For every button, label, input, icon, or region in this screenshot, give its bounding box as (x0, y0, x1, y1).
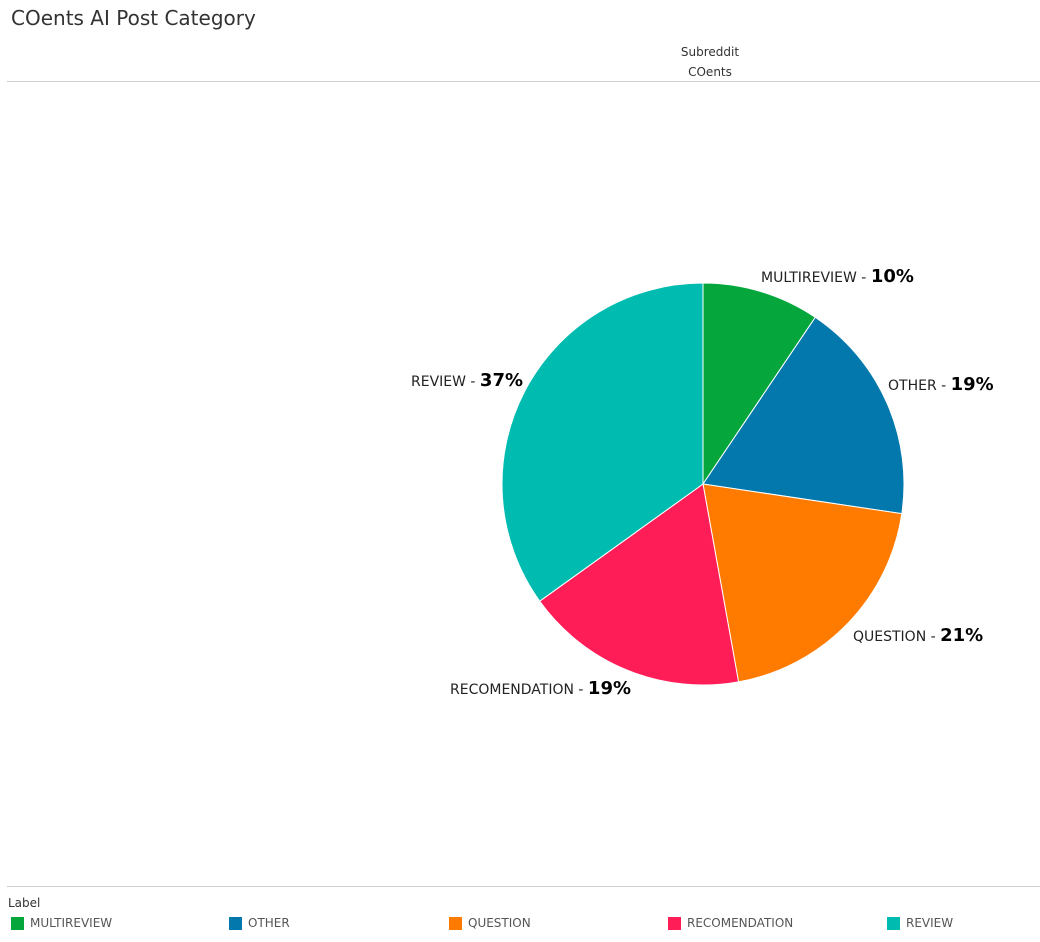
legend-item-recomendation[interactable]: RECOMENDATION (668, 916, 793, 930)
pie-slice-recomendation[interactable] (538, 483, 740, 686)
header-divider (7, 81, 1040, 82)
legend-item-question[interactable]: QUESTION (449, 916, 531, 930)
separator: - (856, 270, 871, 286)
data-label-value: 19% (950, 374, 994, 395)
separator: - (926, 629, 941, 645)
data-label-value: 19% (587, 678, 632, 699)
data-label-name: MULTIREVIEW (761, 270, 857, 286)
pie-slice-other[interactable] (702, 316, 905, 515)
data-label-question: QUESTION - 21% (853, 625, 983, 646)
data-label-name: REVIEW (411, 374, 466, 390)
data-label-value: 10% (870, 266, 914, 287)
separator: - (465, 374, 480, 390)
data-label-name: RECOMENDATION (450, 682, 574, 698)
data-label-name: OTHER (888, 378, 937, 394)
column-header-value: COents (688, 65, 732, 79)
legend-item-other[interactable]: OTHER (229, 916, 290, 930)
pie-chart (501, 282, 905, 686)
legend-swatch (229, 916, 242, 930)
legend-item-multireview[interactable]: MULTIREVIEW (11, 916, 112, 930)
pie-slice-review[interactable] (501, 282, 704, 602)
data-label-review: REVIEW - 37% (411, 370, 523, 391)
legend-swatch (449, 916, 462, 930)
legend-label: RECOMENDATION (687, 916, 794, 930)
separator: - (573, 682, 588, 698)
column-header-field: Subreddit (680, 45, 740, 59)
data-label-other: OTHER - 19% (888, 374, 994, 395)
data-label-multireview: MULTIREVIEW - 10% (761, 266, 914, 287)
data-label-value: 21% (940, 625, 984, 646)
legend-swatch (11, 916, 24, 930)
data-label-name: QUESTION (853, 629, 927, 645)
legend-item-review[interactable]: REVIEW (887, 916, 953, 930)
data-label-value: 37% (479, 370, 524, 391)
separator: - (936, 378, 951, 394)
legend-label: REVIEW (906, 916, 954, 930)
legend-label: OTHER (248, 916, 290, 930)
legend-swatch (887, 916, 900, 930)
page-title: COents AI Post Category (11, 6, 256, 30)
pie-slice-question[interactable] (702, 483, 903, 683)
legend-label: MULTIREVIEW (30, 916, 113, 930)
legend-label: QUESTION (468, 916, 531, 930)
legend-divider (7, 886, 1040, 887)
legend-swatch (668, 916, 681, 930)
pie-slice-multireview[interactable] (702, 282, 816, 486)
data-label-recomendation: RECOMENDATION - 19% (450, 678, 631, 699)
legend-title: Label (8, 896, 41, 910)
